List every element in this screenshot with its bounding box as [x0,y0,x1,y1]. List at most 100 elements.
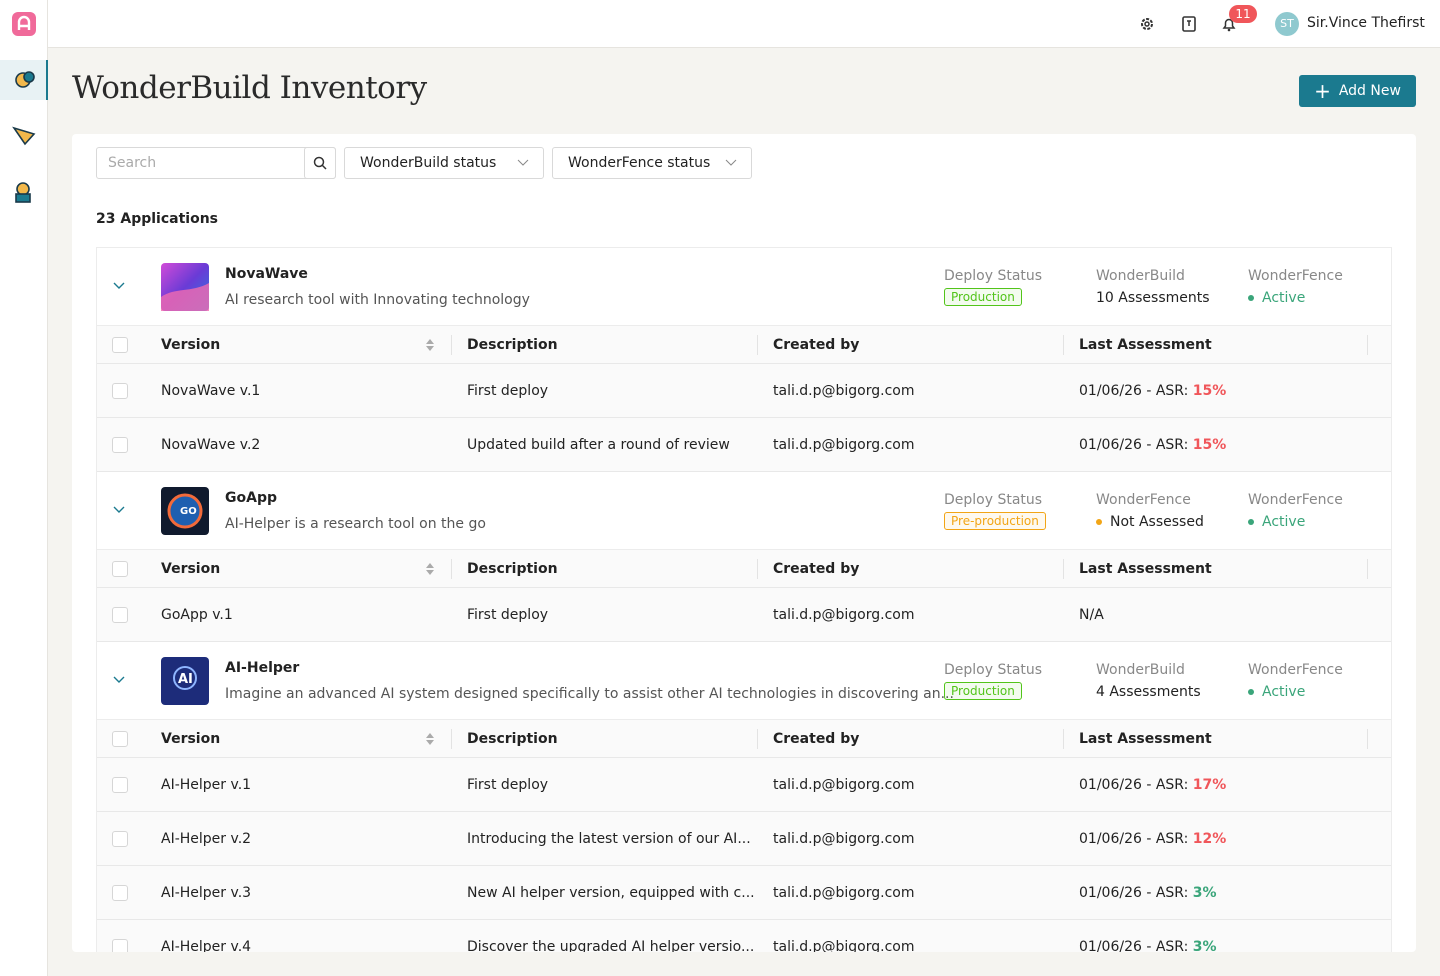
meta-label: WonderBuild [1096,662,1185,678]
svg-text:AI: AI [178,672,193,687]
chevron [517,159,529,166]
notification-badge: 11 [1229,5,1257,23]
version: NovaWave v.1 [161,382,261,399]
status-indicator: Active [1248,684,1305,700]
assessment-date: 01/06/26 - ASR: [1079,938,1189,953]
table-row[interactable]: GoApp v.1 First deploy tali.d.p@bigorg.c… [97,588,1391,642]
search-icon [313,156,327,170]
assessment-date: 01/06/26 - ASR: [1079,382,1189,399]
app-header[interactable]: GO GoApp AI-Helper is a research tool on… [97,472,1391,550]
nav-icon[interactable] [13,68,37,92]
search-placeholder: Search [108,155,157,171]
column-header: Created by [773,730,860,747]
status-text: Not Assessed [1110,514,1204,530]
checkbox[interactable] [112,830,128,847]
last-assessment: 01/06/26 - ASR: 17% [1079,777,1226,793]
docs-icon[interactable] [1181,16,1197,32]
row-description: New AI helper version, equipped with c..… [467,884,755,901]
deploy-status-tag: Production [944,682,1022,700]
meta-label: WonderFence [1248,662,1343,678]
app-count: 23 Applications [96,211,218,227]
table-row[interactable]: AI-Helper v.1 First deploy tali.d.p@bigo… [97,758,1391,812]
column-header: Description [467,336,558,353]
sidebar [0,0,48,976]
checkbox[interactable] [112,336,128,353]
collapse-chevron[interactable] [113,676,125,684]
wonderfence-filter[interactable]: WonderFence status [552,147,752,179]
bell-icon[interactable] [1221,16,1237,32]
asr-value: 3% [1192,938,1217,953]
app-header[interactable]: NovaWave AI research tool with Innovatin… [97,248,1391,326]
meta-label: WonderFence [1248,492,1343,508]
version: AI-Helper v.4 [161,938,252,953]
app-description: AI research tool with Innovating technol… [225,292,530,308]
checkbox[interactable] [112,560,128,577]
sort-icon[interactable] [426,733,434,745]
last-assessment: 01/06/26 - ASR: 15% [1079,383,1226,399]
column-header: Version [161,336,221,353]
asr-value: 15% [1192,436,1227,453]
checkbox[interactable] [112,776,128,793]
table-header: Version Description Created by Last Assessm… [97,720,1391,758]
app-name: NovaWave [225,266,308,282]
meta-value: 4 Assessments [1096,684,1201,700]
status-indicator: Active [1248,290,1305,306]
table-row[interactable]: NovaWave v.2 Updated build after a round… [97,418,1391,472]
last-assessment: 01/06/26 - ASR: 12% [1079,831,1226,847]
created-by: tali.d.p@bigorg.com [773,382,915,399]
table-row[interactable]: AI-Helper v.2 Introducing the latest ver… [97,812,1391,866]
created-by: tali.d.p@bigorg.com [773,606,915,623]
avatar[interactable]: ST [1275,12,1299,36]
nav-icon[interactable] [12,180,36,204]
checkbox[interactable] [112,436,128,453]
filter-label: WonderBuild status [360,155,497,171]
search-button[interactable] [304,147,336,179]
search-input[interactable]: Search [96,147,336,179]
version: NovaWave v.2 [161,436,261,453]
table-row[interactable]: NovaWave v.1 First deploy tali.d.p@bigor… [97,364,1391,418]
assessment-date: 01/06/26 - ASR: [1079,830,1189,847]
row-description: Updated build after a round of review [467,436,730,453]
assessment-date: 01/06/26 - ASR: [1079,884,1189,901]
meta-label: WonderFence [1096,492,1191,508]
column-header: Version [161,730,221,747]
version: AI-Helper v.1 [161,776,252,793]
app-description: Imagine an advanced AI system designed s… [225,686,954,702]
version: AI-Helper v.3 [161,884,252,901]
wonderbuild-filter[interactable]: WonderBuild status [344,147,544,179]
nav-icon[interactable] [12,124,36,148]
version: AI-Helper v.2 [161,830,252,847]
sort-icon[interactable] [426,339,434,351]
asr-value: 12% [1192,830,1227,847]
table-row[interactable]: AI-Helper v.4 Discover the upgraded AI h… [97,920,1391,952]
checkbox[interactable] [112,382,128,399]
user-name[interactable]: Sir.Vince Thefirst [1307,15,1425,31]
checkbox[interactable] [112,938,128,952]
app-name: GoApp [225,490,277,506]
collapse-chevron[interactable] [113,506,125,514]
last-assessment: 01/06/26 - ASR: 15% [1079,437,1226,453]
column-header: Created by [773,336,860,353]
assessment-date: 01/06/26 - ASR: [1079,776,1189,793]
checkbox[interactable] [112,730,128,747]
checkbox[interactable] [112,606,128,623]
table-header: Version Description Created by Last Assessm… [97,550,1391,588]
column-header: Version [161,560,221,577]
row-description: First deploy [467,606,549,623]
collapse-chevron[interactable] [113,282,125,290]
table-row[interactable]: AI-Helper v.3 New AI helper version, equ… [97,866,1391,920]
asr-value: 17% [1192,776,1227,793]
app-header[interactable]: AI AI-Helper Imagine an advanced AI syst… [97,642,1391,720]
assessment-date: N/A [1079,606,1104,623]
column-header: Last Assessment [1079,336,1212,353]
sort-icon[interactable] [426,563,434,575]
settings-icon[interactable] [1139,16,1155,32]
column-header: Description [467,560,558,577]
status-indicator: Active [1248,514,1305,530]
last-assessment: 01/06/26 - ASR: 3% [1079,939,1217,953]
column-header: Description [467,730,558,747]
created-by: tali.d.p@bigorg.com [773,776,915,793]
checkbox[interactable] [112,884,128,901]
add-button[interactable]: + Add New [1299,75,1416,107]
app-description: AI-Helper is a research tool on the go [225,516,486,532]
